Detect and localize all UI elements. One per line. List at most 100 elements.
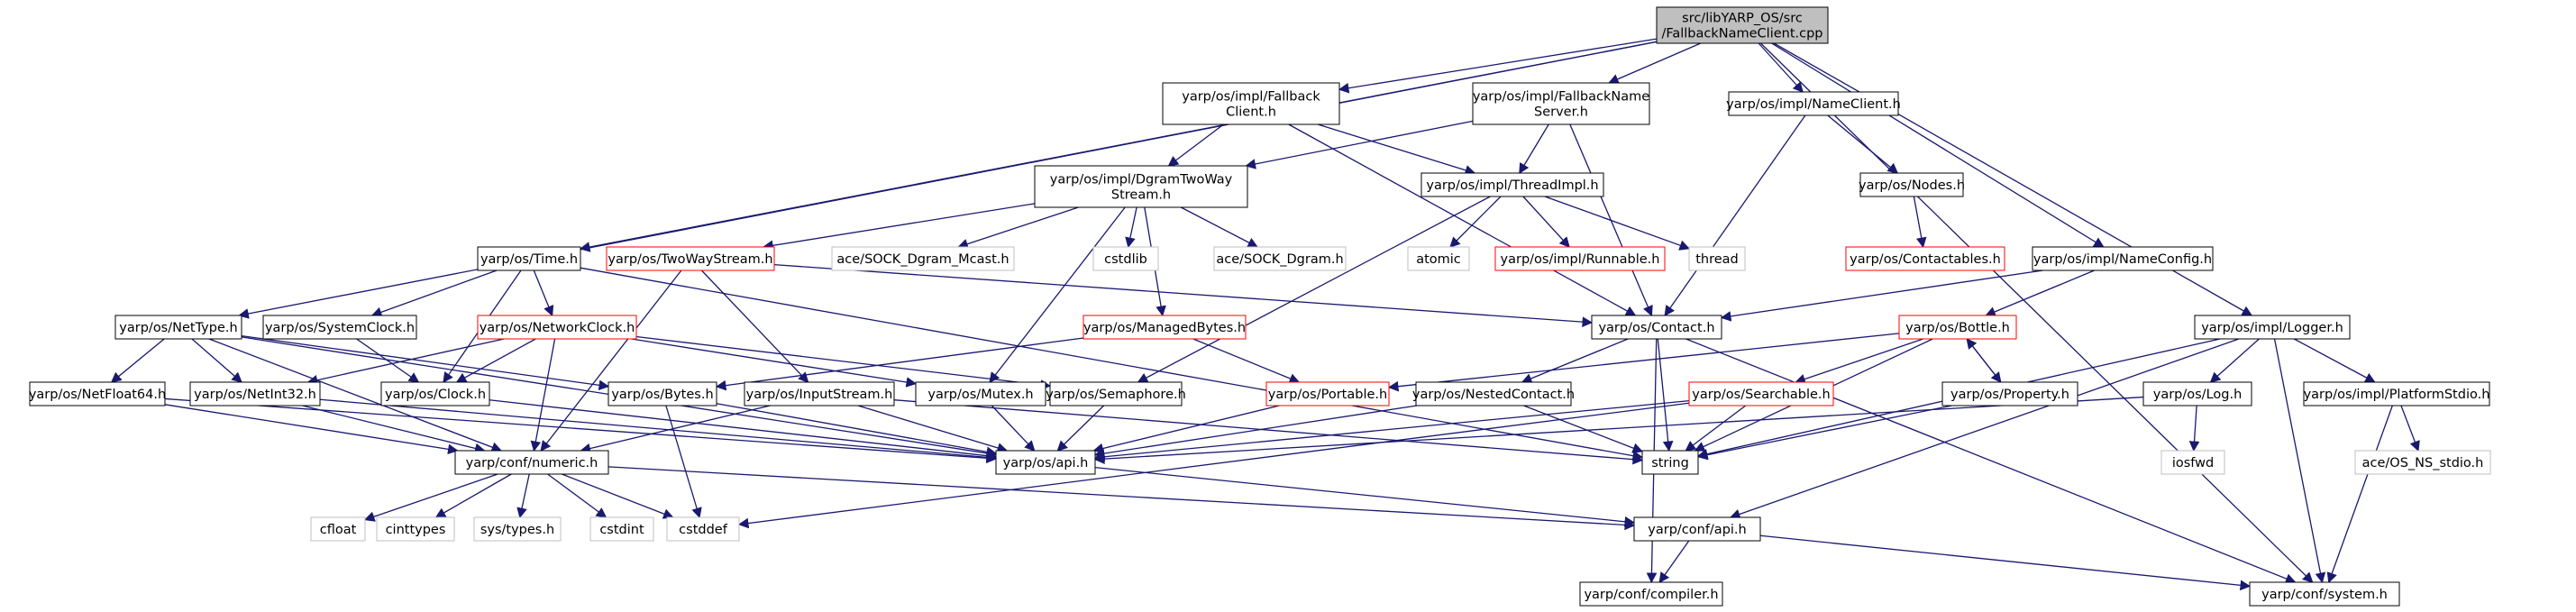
node-label: yarp/os/NetType.h xyxy=(119,321,237,335)
edge-netfloat-to-osapi xyxy=(165,398,996,459)
node-bottle[interactable]: yarp/os/Bottle.h xyxy=(1899,315,2016,339)
node-cstdint: cstdint xyxy=(590,517,653,541)
node-label: yarp/os/impl/DgramTwoWay xyxy=(1050,173,1233,187)
edge-dgram-to-twoway xyxy=(763,204,1035,247)
edge-dgram-to-acedgram xyxy=(1181,207,1257,247)
edge-logger-to-platstdio xyxy=(2294,339,2375,382)
node-contactables[interactable]: yarp/os/Contactables.h xyxy=(1846,247,2005,270)
edge-logger-to-system xyxy=(2275,339,2323,582)
edge-dgram-to-mutex xyxy=(990,207,1125,382)
node-runnable[interactable]: yarp/os/impl/Runnable.h xyxy=(1495,247,1665,270)
edge-numeric-to-cinttypes xyxy=(436,474,512,517)
edge-nodes-to-contactables xyxy=(1914,196,1923,247)
node-instream[interactable]: yarp/os/InputStream.h xyxy=(744,382,894,406)
node-label: yarp/os/Mutex.h xyxy=(927,388,1033,402)
node-label: yarp/conf/api.h xyxy=(1648,523,1746,537)
node-label: yarp/os/Time.h xyxy=(480,252,578,267)
edge-numeric-to-systypes xyxy=(520,474,529,517)
node-label: cinttypes xyxy=(386,523,446,537)
node-clock[interactable]: yarp/os/Clock.h xyxy=(381,382,489,406)
node-property[interactable]: yarp/os/Property.h xyxy=(1942,382,2078,406)
node-sysclock[interactable]: yarp/os/SystemClock.h xyxy=(263,315,416,339)
edge-root-to-fnc xyxy=(1339,39,1657,89)
edge-semaphore-to-osapi xyxy=(1057,406,1103,451)
node-label: ace/SOCK_Dgram.h xyxy=(1216,252,1343,267)
node-label: yarp/os/Log.h xyxy=(2153,388,2243,402)
node-label: yarp/os/TwoWayStream.h xyxy=(607,252,772,267)
node-label: yarp/os/ManagedBytes.h xyxy=(1083,321,1246,335)
node-semaphore[interactable]: yarp/os/Semaphore.h xyxy=(1046,382,1186,406)
node-nameclient[interactable]: yarp/os/impl/NameClient.h xyxy=(1726,92,1901,115)
node-label: yarp/os/Contact.h xyxy=(1598,321,1714,335)
edge-logger-to-confapi xyxy=(1731,339,2239,517)
edge-nested-to-string xyxy=(1524,406,1642,452)
edge-platstdio-to-aceos xyxy=(2401,406,2418,451)
node-label: yarp/os/Nodes.h xyxy=(1859,178,1965,193)
edge-searchable-to-string xyxy=(1685,406,1745,451)
edge-fnc-to-contact xyxy=(1289,124,1636,315)
node-label: yarp/os/Semaphore.h xyxy=(1046,388,1186,402)
node-label: cstddef xyxy=(679,523,728,537)
node-nested[interactable]: yarp/os/NestedContact.h xyxy=(1412,382,1575,406)
node-threadimpl[interactable]: yarp/os/impl/ThreadImpl.h xyxy=(1421,173,1603,196)
node-compiler[interactable]: yarp/conf/compiler.h xyxy=(1580,582,1722,606)
edge-netclock-to-numeric xyxy=(534,339,554,451)
edge-fnc-to-threadimpl xyxy=(1318,124,1475,173)
node-label: ace/OS_NS_stdio.h xyxy=(2362,456,2484,470)
node-managed[interactable]: yarp/os/ManagedBytes.h xyxy=(1083,315,1246,339)
node-nodes[interactable]: yarp/os/Nodes.h xyxy=(1859,173,1965,196)
node-portable[interactable]: yarp/os/Portable.h xyxy=(1266,382,1389,406)
node-label: yarp/conf/numeric.h xyxy=(466,456,598,470)
node-label: iosfwd xyxy=(2172,456,2214,470)
node-time[interactable]: yarp/os/Time.h xyxy=(478,247,580,270)
edge-nameconfig-to-bottle xyxy=(1986,270,2094,315)
node-label: Client.h xyxy=(1226,105,1276,120)
node-numeric[interactable]: yarp/conf/numeric.h xyxy=(455,451,608,474)
node-cstdlib: cstdlib xyxy=(1093,247,1158,270)
node-nameconfig[interactable]: yarp/os/impl/NameConfig.h xyxy=(2032,247,2213,270)
edge-managed-to-bytes xyxy=(717,338,1083,387)
edge-nettype-to-netint xyxy=(192,339,242,382)
node-confapi[interactable]: yarp/conf/api.h xyxy=(1634,517,1760,541)
node-label: yarp/os/Property.h xyxy=(1950,388,2069,402)
edge-nested-to-osapi xyxy=(1095,406,1417,455)
node-nettype[interactable]: yarp/os/NetType.h xyxy=(115,315,242,339)
edge-numeric-to-cfloat xyxy=(365,474,498,520)
node-twoway[interactable]: yarp/os/TwoWayStream.h xyxy=(607,247,774,270)
edge-threadimpl-to-thread xyxy=(1545,196,1689,249)
node-label: Server.h xyxy=(1534,105,1588,120)
node-searchable[interactable]: yarp/os/Searchable.h xyxy=(1689,382,1833,406)
edge-dgram-to-cstdlib xyxy=(1128,207,1137,247)
node-cfloat: cfloat xyxy=(311,517,365,541)
node-string[interactable]: string xyxy=(1642,451,1698,474)
edge-root-to-fns xyxy=(1609,43,1701,83)
node-contact[interactable]: yarp/os/Contact.h xyxy=(1592,315,1722,339)
node-mutex[interactable]: yarp/os/Mutex.h xyxy=(916,382,1046,406)
node-system[interactable]: yarp/conf/system.h xyxy=(2250,582,2399,606)
edge-managed-to-portable xyxy=(1193,339,1299,382)
edge-netint-to-osapi xyxy=(320,399,996,458)
node-acemcast: ace/SOCK_Dgram_Mcast.h xyxy=(832,247,1014,270)
node-bytes[interactable]: yarp/os/Bytes.h xyxy=(608,382,717,406)
node-label: yarp/os/impl/Fallback xyxy=(1182,90,1320,105)
node-label: yarp/conf/system.h xyxy=(2261,588,2388,602)
node-osapi[interactable]: yarp/os/api.h xyxy=(996,451,1095,474)
node-platstdio[interactable]: yarp/os/impl/PlatformStdio.h xyxy=(2304,382,2490,406)
node-logger[interactable]: yarp/os/impl/Logger.h xyxy=(2195,315,2350,339)
node-log[interactable]: yarp/os/Log.h xyxy=(2143,382,2252,406)
node-netint[interactable]: yarp/os/NetInt32.h xyxy=(190,382,320,406)
edge-fns-to-threadimpl xyxy=(1520,124,1548,173)
node-aceos: ace/OS_NS_stdio.h xyxy=(2355,451,2490,474)
node-netfloat[interactable]: yarp/os/NetFloat64.h xyxy=(29,382,166,406)
edge-confapi-to-compiler xyxy=(1659,541,1689,582)
node-label: yarp/os/impl/FallbackName xyxy=(1473,90,1649,105)
edge-root-to-system xyxy=(1760,43,2312,582)
node-label: atomic xyxy=(1416,252,1461,267)
node-root[interactable]: src/libYARP_OS/src/FallbackNameClient.cp… xyxy=(1657,7,1828,43)
node-thread: thread xyxy=(1689,247,1745,270)
node-netclock[interactable]: yarp/os/NetworkClock.h xyxy=(478,315,636,339)
node-label: Stream.h xyxy=(1111,188,1171,203)
